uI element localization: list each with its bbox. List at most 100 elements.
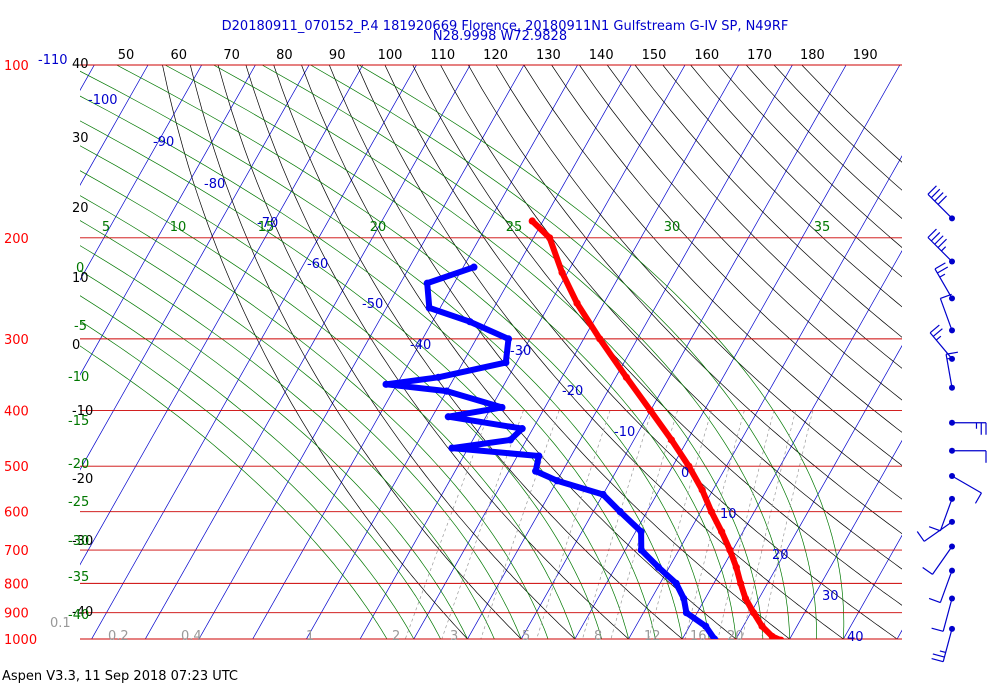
top-scale-label: 90 [329, 48, 346, 63]
isotherm-line [628, 155, 902, 639]
top-scale-label: 50 [118, 48, 135, 63]
isotherm-line [467, 65, 793, 639]
dry-adiabat-line [162, 65, 468, 639]
dewpoint-trace-point [680, 594, 688, 603]
wind-barb-staff [927, 237, 953, 262]
mixing-ratio-line [404, 410, 491, 639]
dewpoint-trace-point [535, 452, 543, 460]
wind-barb-flag [927, 185, 937, 195]
dry-adiabat-line [189, 65, 522, 639]
mixing-ratio-line [441, 410, 524, 639]
dewpoint-trace-point [702, 622, 710, 630]
left-scale-label: 20 [72, 201, 89, 216]
left-scale-label: 40 [72, 57, 89, 72]
top-scale-label: 80 [276, 48, 293, 63]
temperature-trace-point [741, 594, 750, 603]
top-scale-label: 130 [536, 48, 561, 63]
moist-adiabat-label: -10 [68, 370, 89, 385]
wind-barb-flag [934, 192, 944, 202]
chart-subtitle: N28.9998 W72.9828 [433, 29, 567, 44]
moist-adiabat-label: 20 [370, 220, 387, 235]
top-scale-label: 140 [589, 48, 614, 63]
left-scale-label: -20 [72, 472, 93, 487]
isotherm-label: 40 [847, 630, 864, 645]
top-scale-label: 60 [171, 48, 188, 63]
moist-adiabat-line [80, 170, 576, 639]
pressure-label: 700 [4, 544, 29, 559]
dewpoint-trace-point [553, 477, 561, 485]
wind-barb [922, 543, 955, 575]
moist-adiabat-line [80, 145, 603, 639]
moist-adiabat-label: 10 [170, 220, 187, 235]
dry-adiabat-line [273, 65, 683, 639]
top-scale-label: 110 [430, 48, 455, 63]
temperature-trace-point [573, 299, 581, 307]
left-scale-label: -40 [72, 605, 93, 620]
moist-adiabat-label: -35 [68, 570, 89, 585]
wind-barb [928, 495, 955, 532]
temperature-trace-point [596, 335, 604, 343]
dewpoint-trace-point [470, 263, 478, 271]
wind-barb-flag [932, 653, 945, 658]
top-scale-label: 170 [747, 48, 772, 63]
dry-adiabat-line [662, 65, 902, 308]
top-scale-label: 180 [800, 48, 825, 63]
mixing-ratio-line [717, 410, 775, 639]
moist-adiabat-label: -20 [68, 457, 89, 472]
dewpoint-trace-point [448, 444, 456, 452]
moist-adiabat-label: 15 [258, 220, 275, 235]
pressure-label: 900 [4, 607, 29, 622]
temperature-trace-point [707, 508, 716, 516]
dry-adiabat-line [523, 65, 902, 466]
isotherm-label: -20 [562, 384, 583, 399]
wind-barb [945, 351, 959, 391]
wind-barb-flag [916, 531, 925, 542]
dewpoint-trace-point [599, 490, 607, 499]
mixing-ratio-label: 5 [522, 629, 530, 644]
moist-adiabat-line [80, 220, 522, 639]
wind-barb [931, 595, 955, 632]
wind-barb-flag [931, 627, 944, 632]
dry-adiabat-line [384, 65, 898, 639]
moist-adiabat-line [80, 195, 549, 639]
mixing-ratio-label: 0.4 [181, 629, 202, 644]
wind-barb-half [939, 273, 946, 278]
mixing-ratio-line [741, 410, 796, 639]
isotherm-label: 20 [772, 548, 789, 563]
dry-adiabat-line [634, 65, 902, 338]
dewpoint-trace-point [682, 609, 691, 617]
temperature-trace-point [545, 234, 554, 242]
temperature-trace-point [558, 269, 566, 277]
temperature-trace-point [726, 546, 734, 554]
mixing-ratio-line [480, 410, 560, 639]
wind-barb-flag [922, 566, 933, 575]
temperature-trace-point [768, 632, 776, 639]
mixing-ratio-line [761, 410, 814, 639]
dewpoint-trace-point [637, 528, 645, 536]
isotherm-label: -80 [204, 177, 225, 192]
wind-barb [949, 419, 987, 435]
dry-adiabat-line [718, 65, 902, 248]
isotherm-label: 10 [720, 507, 737, 522]
moist-adiabat-line [261, 65, 791, 639]
wind-barb-flag [928, 526, 941, 532]
mixing-ratio-line [536, 410, 611, 639]
wind-barb-staff [939, 498, 953, 532]
temperature-trace [529, 218, 784, 639]
wind-barb-flag [974, 492, 982, 504]
isotherm-label: -50 [362, 297, 383, 312]
isotherm-line [306, 65, 632, 639]
pressure-label: 1000 [4, 633, 37, 648]
wind-barb-flag [937, 266, 949, 274]
mixing-ratio-label: 2 [392, 629, 400, 644]
dewpoint-trace-point [423, 279, 431, 287]
pressure-label: 300 [4, 333, 29, 348]
mixing-ratio-line [610, 410, 678, 639]
isotherm-line [91, 65, 417, 639]
wind-barb [927, 185, 955, 222]
moist-adiabat-line [80, 95, 656, 639]
wind-barb [949, 447, 987, 463]
dewpoint-trace-point [637, 546, 645, 554]
